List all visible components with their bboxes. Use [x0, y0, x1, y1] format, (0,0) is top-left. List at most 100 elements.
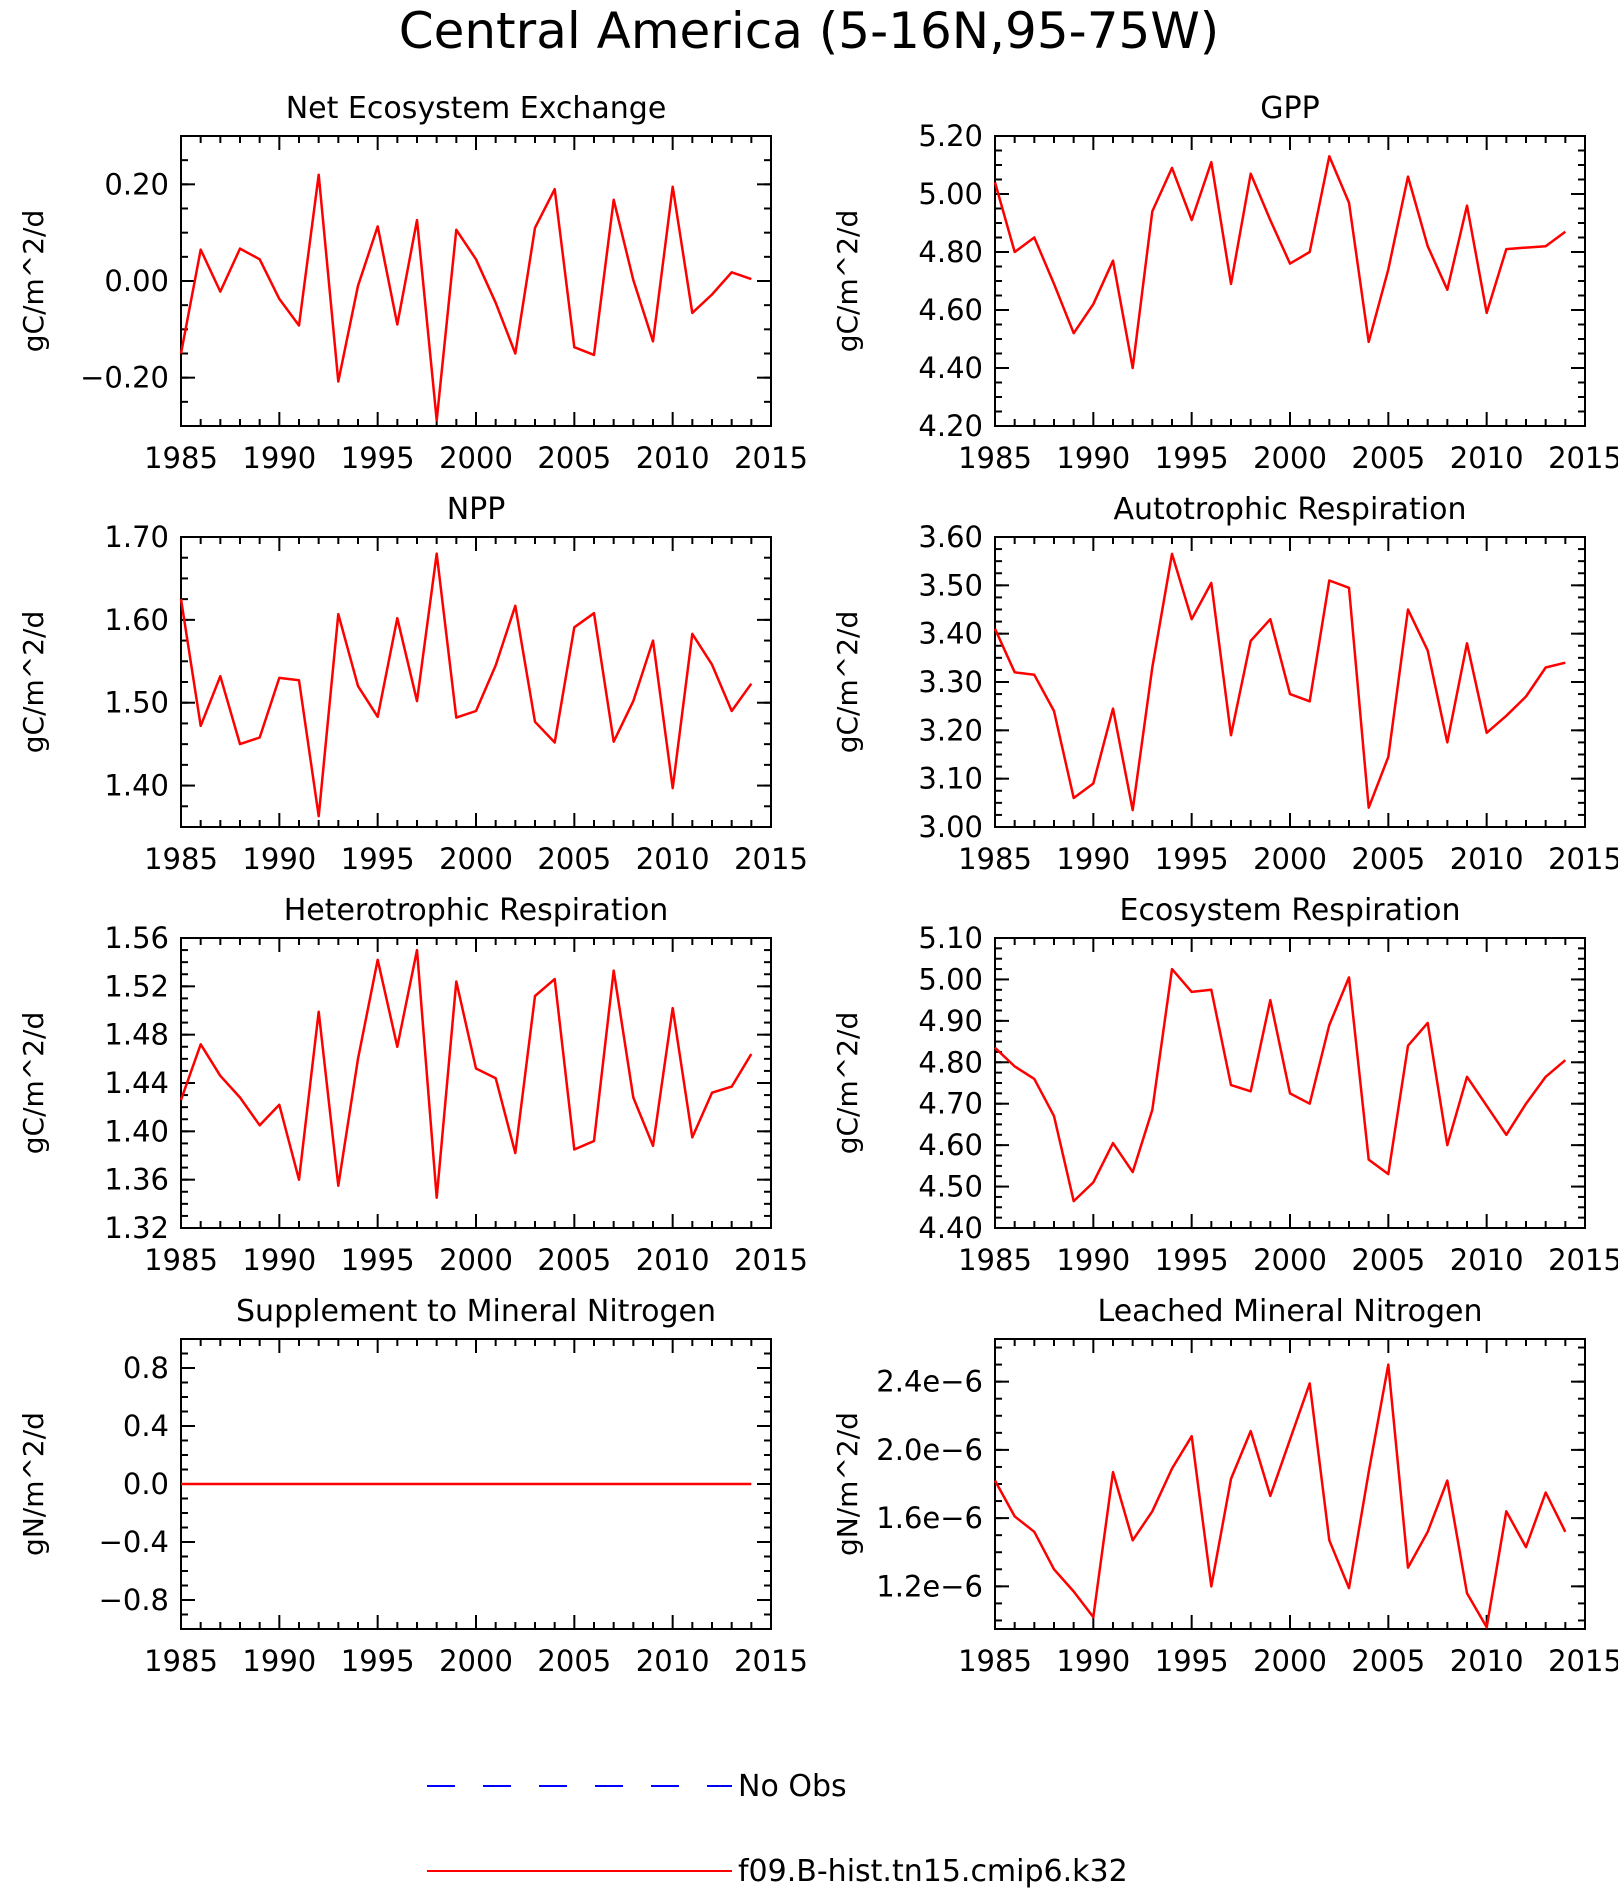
y-tick-label: 1.70 [104, 520, 169, 554]
y-tick-label: 3.00 [918, 810, 983, 844]
y-tick-label: −0.4 [99, 1525, 169, 1559]
panel-2: GPP gC/m^2/d 1985 1990 1995 2000 2005 2010 2015 4… [831, 91, 1618, 475]
panel-6: Ecosystem Respiration gC/m^2/d 1985 1990 199… [831, 893, 1618, 1277]
x-tick-label: 2010 [636, 441, 710, 475]
x-tick-label: 2005 [537, 842, 611, 876]
y-axis-label: gC/m^2/d [17, 210, 50, 353]
x-tick-label: 2005 [537, 1644, 611, 1678]
y-tick-label: 3.40 [918, 617, 983, 651]
series-line [179, 948, 753, 1200]
x-tick-label: 1985 [144, 842, 218, 876]
y-tick-label: 5.10 [918, 921, 983, 955]
y-tick-label: 3.60 [918, 520, 983, 554]
legend: No Obs f09.B-hist.tn15.cmip6.k32 [427, 1769, 1128, 1889]
x-tick-label: 1995 [1155, 842, 1229, 876]
y-tick-label: 4.70 [918, 1087, 983, 1121]
y-tick-label: 0.00 [104, 264, 169, 298]
y-tick-label: 5.00 [918, 177, 983, 211]
figure-title: Central America (5-16N,95-75W) [399, 2, 1220, 60]
y-tick-label: 1.36 [104, 1163, 169, 1197]
panel-title: NPP [447, 492, 506, 527]
y-tick-label: 4.60 [918, 1128, 983, 1162]
panel-3: NPP gC/m^2/d 1985 1990 1995 2000 2005 2010 2015 1… [17, 492, 808, 876]
y-tick-label: 3.50 [918, 568, 983, 602]
x-tick-label: 2000 [1253, 1644, 1327, 1678]
x-tick-label: 2005 [1351, 842, 1425, 876]
x-tick-label: 1990 [242, 1243, 316, 1277]
y-tick-label: 2.0e−6 [876, 1433, 983, 1467]
y-tick-label: 4.80 [918, 1045, 983, 1079]
y-axis-label: gC/m^2/d [831, 1012, 864, 1155]
legend-label: No Obs [738, 1769, 847, 1804]
y-axis-label: gN/m^2/d [17, 1412, 50, 1556]
x-tick-label: 2000 [1253, 1243, 1327, 1277]
y-axis-label: gN/m^2/d [831, 1412, 864, 1556]
x-tick-label: 1990 [242, 842, 316, 876]
panel-8: Leached Mineral Nitrogen gN/m^2/d 1985 1990… [831, 1294, 1618, 1678]
legend-label: f09.B-hist.tn15.cmip6.k32 [738, 1854, 1128, 1889]
x-tick-label: 2010 [1450, 842, 1524, 876]
x-tick-label: 2015 [734, 1644, 808, 1678]
x-tick-label: 1995 [341, 1243, 415, 1277]
x-tick-label: 2005 [537, 441, 611, 475]
x-tick-label: 1985 [144, 441, 218, 475]
panel-title: Heterotrophic Respiration [284, 893, 669, 928]
y-tick-label: 0.0 [123, 1467, 169, 1501]
panel-title: Leached Mineral Nitrogen [1098, 1294, 1483, 1329]
x-tick-label: 2000 [439, 1243, 513, 1277]
x-tick-label: 1995 [1155, 1243, 1229, 1277]
x-tick-label: 1990 [1056, 1644, 1130, 1678]
y-tick-label: 1.40 [104, 769, 169, 803]
y-tick-label: 0.4 [123, 1409, 169, 1443]
x-tick-label: 1985 [144, 1644, 218, 1678]
x-tick-label: 2010 [1450, 1644, 1524, 1678]
series-line [993, 552, 1566, 812]
x-tick-label: 1985 [958, 1644, 1032, 1678]
x-tick-label: 1985 [144, 1243, 218, 1277]
y-axis-label: gC/m^2/d [831, 611, 864, 754]
x-tick-label: 1990 [1056, 441, 1130, 475]
x-tick-label: 1990 [242, 1644, 316, 1678]
y-tick-label: 4.60 [918, 293, 983, 327]
x-tick-label: 2015 [1548, 842, 1618, 876]
x-tick-label: 2005 [537, 1243, 611, 1277]
y-tick-label: 5.00 [918, 962, 983, 996]
x-tick-label: 2010 [1450, 1243, 1524, 1277]
x-tick-label: 1985 [958, 441, 1032, 475]
x-tick-label: 1985 [958, 1243, 1032, 1277]
x-tick-label: 2000 [439, 842, 513, 876]
panel-4: Autotrophic Respiration gC/m^2/d 1985 1990 1… [831, 492, 1618, 876]
plot-frame [994, 937, 1586, 1229]
x-tick-label: 2015 [734, 441, 808, 475]
y-tick-label: 1.2e−6 [876, 1569, 983, 1603]
y-tick-label: 4.50 [918, 1170, 983, 1204]
y-axis-label: gC/m^2/d [17, 611, 50, 754]
panel-7: Supplement to Mineral Nitrogen gN/m^2/d 19… [17, 1294, 808, 1678]
y-tick-label: 1.40 [104, 1114, 169, 1148]
x-tick-label: 2015 [1548, 441, 1618, 475]
x-tick-label: 1985 [958, 842, 1032, 876]
panel-title: GPP [1260, 91, 1319, 126]
series-line [994, 967, 1567, 1203]
y-tick-label: 3.10 [918, 762, 983, 796]
y-tick-label: 2.4e−6 [876, 1365, 983, 1399]
panel-title: Net Ecosystem Exchange [286, 91, 667, 126]
x-tick-label: 2005 [1351, 1644, 1425, 1678]
y-tick-label: 4.80 [918, 235, 983, 269]
y-tick-label: 0.8 [123, 1351, 169, 1385]
y-tick-label: 3.20 [918, 713, 983, 747]
y-tick-label: 4.40 [918, 1211, 983, 1245]
y-tick-label: −0.20 [80, 361, 169, 395]
y-tick-label: 1.60 [104, 603, 169, 637]
x-tick-label: 1990 [242, 441, 316, 475]
series-line [993, 155, 1567, 370]
plot-frame [994, 536, 1586, 828]
x-tick-label: 1990 [1056, 842, 1130, 876]
y-tick-label: 1.32 [104, 1211, 169, 1245]
series-line [993, 1363, 1567, 1629]
x-tick-label: 1995 [1155, 441, 1229, 475]
panel-1: Net Ecosystem Exchange gC/m^2/d 1985 1990 19… [17, 91, 808, 475]
y-tick-label: 1.56 [104, 921, 169, 955]
panel-title: Autotrophic Respiration [1113, 492, 1466, 527]
